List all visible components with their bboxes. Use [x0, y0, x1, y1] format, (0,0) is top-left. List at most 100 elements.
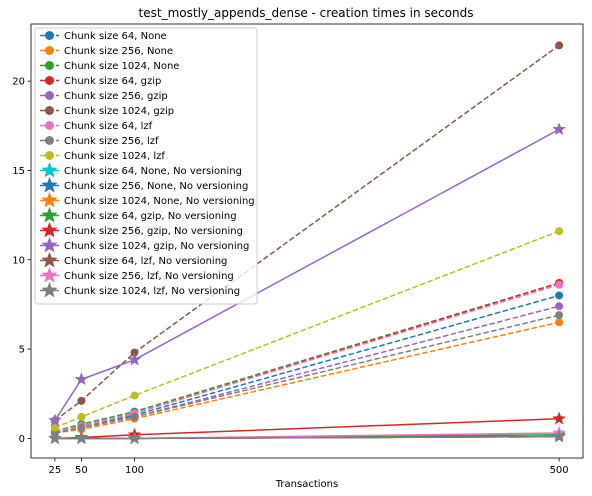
- legend-entry: Chunk size 64, gzip: [40, 76, 161, 87]
- data-point: [127, 352, 142, 366]
- legend-label: Chunk size 256, None: [64, 46, 173, 57]
- series-line: [54, 44, 560, 422]
- data-point: [127, 431, 142, 445]
- legend-marker: [41, 236, 58, 253]
- data-point: [48, 413, 62, 427]
- legend-entry: Chunk size 256, lzf, No versioning: [40, 266, 234, 283]
- data-point: [48, 431, 62, 445]
- data-point: [77, 396, 86, 405]
- legend-label: Chunk size 256, None, No versioning: [64, 181, 248, 192]
- data-point: [555, 302, 564, 311]
- legend-entry: Chunk size 256, gzip: [40, 91, 168, 102]
- legend-marker: [41, 161, 58, 178]
- legend-frame: [34, 27, 258, 305]
- chart-title: test_mostly_appends_dense - creation tim…: [139, 6, 474, 20]
- legend-label: Chunk size 1024, None, No versioning: [64, 196, 255, 207]
- x-axis-label: Transactions: [275, 479, 338, 490]
- legend-entry: Chunk size 256, None, No versioning: [40, 176, 248, 193]
- legend-marker: [45, 136, 54, 145]
- plot-area: [30, 23, 584, 459]
- legend-marker: [41, 176, 58, 193]
- series-line: [54, 230, 560, 429]
- legend-marker: [45, 151, 54, 160]
- legend-entry: Chunk size 1024, lzf: [40, 151, 165, 162]
- data-point: [555, 311, 564, 320]
- data-point: [74, 431, 89, 445]
- legend-entry: Chunk size 1024, gzip: [40, 106, 174, 117]
- data-point: [555, 291, 564, 300]
- legend-label: Chunk size 256, gzip: [64, 91, 168, 102]
- legend-entry: Chunk size 64, lzf: [40, 121, 153, 132]
- x-tick-label: 25: [49, 465, 62, 476]
- data-point: [555, 318, 564, 327]
- legend-marker: [45, 61, 54, 70]
- legend-marker: [41, 191, 58, 208]
- series-15: [48, 122, 566, 427]
- legend-marker: [45, 91, 54, 100]
- y-tick-label: 20: [12, 77, 25, 88]
- legend-entry: Chunk size 256, lzf: [40, 136, 159, 147]
- y-tick-label: 5: [19, 345, 25, 356]
- legend-marker: [45, 121, 54, 130]
- legend-marker: [45, 31, 54, 40]
- legend-label: Chunk size 64, lzf: [64, 121, 153, 132]
- legend-label: Chunk size 1024, gzip: [64, 106, 174, 117]
- legend-label: Chunk size 1024, lzf, No versioning: [64, 286, 240, 297]
- legend-marker: [45, 76, 54, 85]
- legend-entry: Chunk size 64, lzf, No versioning: [40, 251, 227, 268]
- data-point: [552, 122, 566, 136]
- legend-label: Chunk size 1024, lzf: [64, 151, 165, 162]
- data-point: [555, 41, 564, 50]
- data-point: [77, 412, 86, 421]
- legend-label: Chunk size 64, gzip: [64, 76, 161, 87]
- legend-entry: Chunk size 1024, None: [40, 61, 179, 72]
- legend-entry: Chunk size 64, gzip, No versioning: [40, 206, 237, 223]
- data-point: [555, 280, 564, 289]
- legend-label: Chunk size 64, gzip, No versioning: [64, 211, 237, 222]
- data-point: [50, 423, 59, 432]
- legend-entry: Chunk size 1024, gzip, No versioning: [40, 236, 249, 253]
- legend-marker: [41, 281, 58, 298]
- legend-marker: [41, 266, 58, 283]
- legend-entry: Chunk size 1024, None, No versioning: [40, 191, 255, 208]
- legend: Chunk size 64, None Chunk size 256, None C…: [34, 27, 258, 305]
- legend-marker: [41, 206, 58, 223]
- series-9: [50, 227, 564, 432]
- data-point: [77, 423, 86, 432]
- y-tick-label: 15: [12, 166, 25, 177]
- series-line: [54, 435, 560, 440]
- x-tick-label: 100: [125, 465, 144, 476]
- data-point: [552, 411, 566, 425]
- legend-entry: Chunk size 1024, lzf, No versioning: [40, 281, 240, 298]
- y-tick-label: 0: [19, 434, 25, 445]
- x-tick-label: 500: [550, 465, 569, 476]
- series-line: [54, 314, 560, 434]
- data-point: [555, 227, 564, 236]
- series-layer: [48, 41, 566, 445]
- data-point: [74, 372, 89, 386]
- legend-entry: Chunk size 256, gzip, No versioning: [40, 221, 243, 238]
- legend-label: Chunk size 64, None, No versioning: [64, 166, 242, 177]
- legend-label: Chunk size 1024, gzip, No versioning: [64, 241, 249, 252]
- data-point: [130, 391, 139, 400]
- legend-marker: [41, 251, 58, 268]
- legend-label: Chunk size 256, gzip, No versioning: [64, 226, 243, 237]
- series-line: [54, 305, 560, 434]
- data-point: [552, 429, 566, 443]
- legend-entry: Chunk size 256, None: [40, 46, 173, 57]
- legend-label: Chunk size 64, None: [64, 31, 167, 42]
- legend-marker: [41, 221, 58, 238]
- legend-marker: [45, 46, 54, 55]
- series-18: [48, 429, 566, 445]
- legend-label: Chunk size 256, lzf, No versioning: [64, 271, 234, 282]
- axis-layer: 25 50 100 500 0 5 10 15 20: [12, 77, 568, 476]
- legend-entry: Chunk size 64, None: [40, 31, 167, 42]
- data-point: [130, 412, 139, 421]
- series-line: [54, 128, 560, 421]
- legend-label: Chunk size 256, lzf: [64, 136, 159, 147]
- legend-label: Chunk size 64, lzf, No versioning: [64, 256, 227, 267]
- legend-marker: [45, 106, 54, 115]
- series-line: [54, 321, 560, 434]
- legend-label: Chunk size 1024, None: [64, 61, 179, 72]
